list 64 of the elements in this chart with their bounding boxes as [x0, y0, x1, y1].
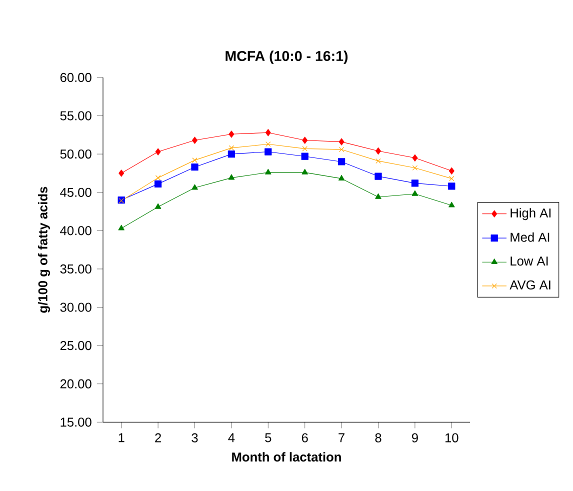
point — [192, 184, 198, 190]
point — [155, 148, 161, 156]
point — [448, 167, 454, 174]
point — [412, 190, 418, 196]
point — [228, 130, 234, 138]
point — [155, 175, 161, 180]
point — [264, 148, 272, 156]
point — [302, 168, 308, 174]
point — [154, 203, 162, 209]
x-axis-title: Month of lactation — [232, 452, 341, 462]
x-tick-label: 4 — [228, 433, 235, 442]
point — [338, 146, 344, 152]
point — [412, 165, 418, 170]
point — [118, 170, 124, 177]
y-tick-label: 15.00 — [60, 418, 92, 427]
chart-title: MCFA (10:0 - 16:1) — [226, 50, 348, 64]
x-tick-label: 2 — [155, 433, 161, 442]
legend-label: Med AI — [510, 232, 550, 242]
point — [376, 158, 381, 164]
legend-label: AVG AI — [510, 280, 550, 290]
y-tick-label: 45.00 — [60, 188, 92, 197]
y-tick-label: 25.00 — [60, 340, 92, 350]
legend-label: Low AI — [510, 256, 548, 266]
y-tick-label: 50.00 — [60, 149, 92, 159]
x-tick-label: 7 — [338, 433, 344, 442]
y-tick-label: 30.00 — [60, 302, 92, 312]
point — [154, 180, 162, 188]
point — [265, 168, 272, 174]
point — [338, 158, 346, 166]
y-tick-label: 55.00 — [60, 111, 92, 120]
point — [228, 174, 235, 180]
x-tick-label: 1 — [118, 433, 124, 442]
y-tick-label: 60.00 — [60, 72, 92, 82]
point — [192, 136, 198, 144]
y-axis-title: g/100 g of fatty acids — [38, 186, 50, 313]
x-tick-label: 3 — [192, 433, 198, 442]
x-tick-label: 5 — [265, 433, 272, 442]
point — [412, 154, 418, 162]
x-tick-label: 6 — [302, 433, 308, 442]
x-tick-label: 10 — [446, 433, 458, 442]
x-tick-label: 8 — [375, 433, 382, 442]
point — [228, 150, 236, 158]
y-tick-label: 40.00 — [60, 226, 92, 236]
legend-label: High AI — [510, 208, 551, 220]
point — [338, 174, 345, 180]
y-tick-label: 35.00 — [60, 264, 92, 274]
point — [301, 152, 308, 160]
point — [191, 163, 198, 171]
point — [448, 202, 455, 208]
point — [338, 138, 344, 146]
point — [228, 145, 234, 150]
point — [302, 136, 308, 144]
point — [448, 182, 456, 190]
point — [449, 176, 454, 182]
point — [374, 172, 382, 180]
point — [118, 224, 124, 230]
point — [192, 158, 198, 163]
y-tick-label: 20.00 — [60, 379, 92, 388]
x-tick-label: 9 — [412, 433, 418, 442]
point — [411, 180, 419, 187]
point — [375, 193, 382, 199]
point — [265, 129, 271, 136]
point — [302, 146, 308, 152]
point — [266, 141, 271, 147]
